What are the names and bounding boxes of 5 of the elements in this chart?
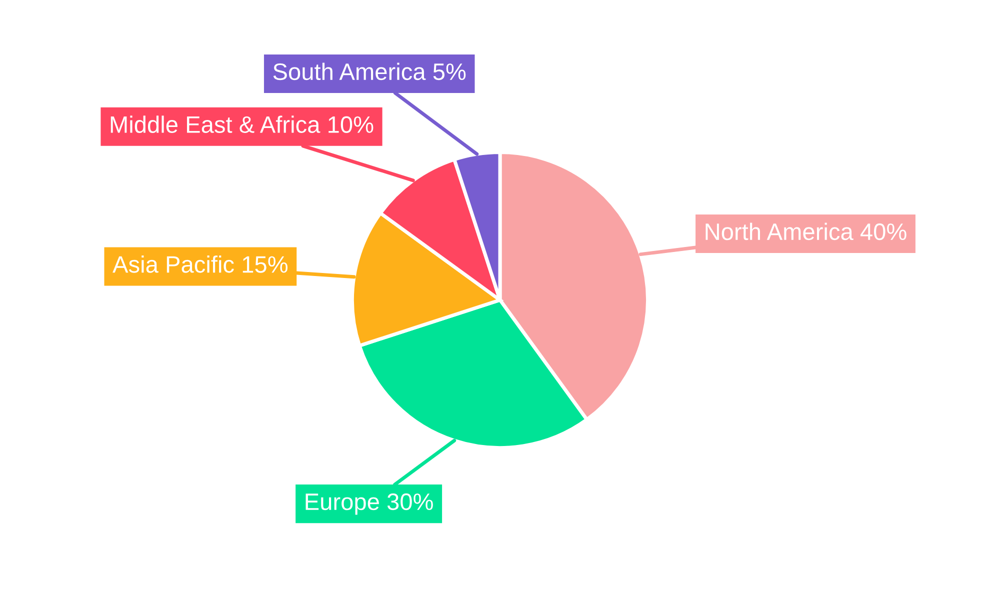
slice-label: Asia Pacific 15% — [112, 255, 288, 273]
slice-label: North America 40% — [706, 222, 906, 240]
slice-label: South America 5% — [273, 62, 466, 80]
slice-label: Middle East & Africa 10% — [110, 116, 374, 133]
slice-label: Europe 30% — [306, 493, 433, 515]
